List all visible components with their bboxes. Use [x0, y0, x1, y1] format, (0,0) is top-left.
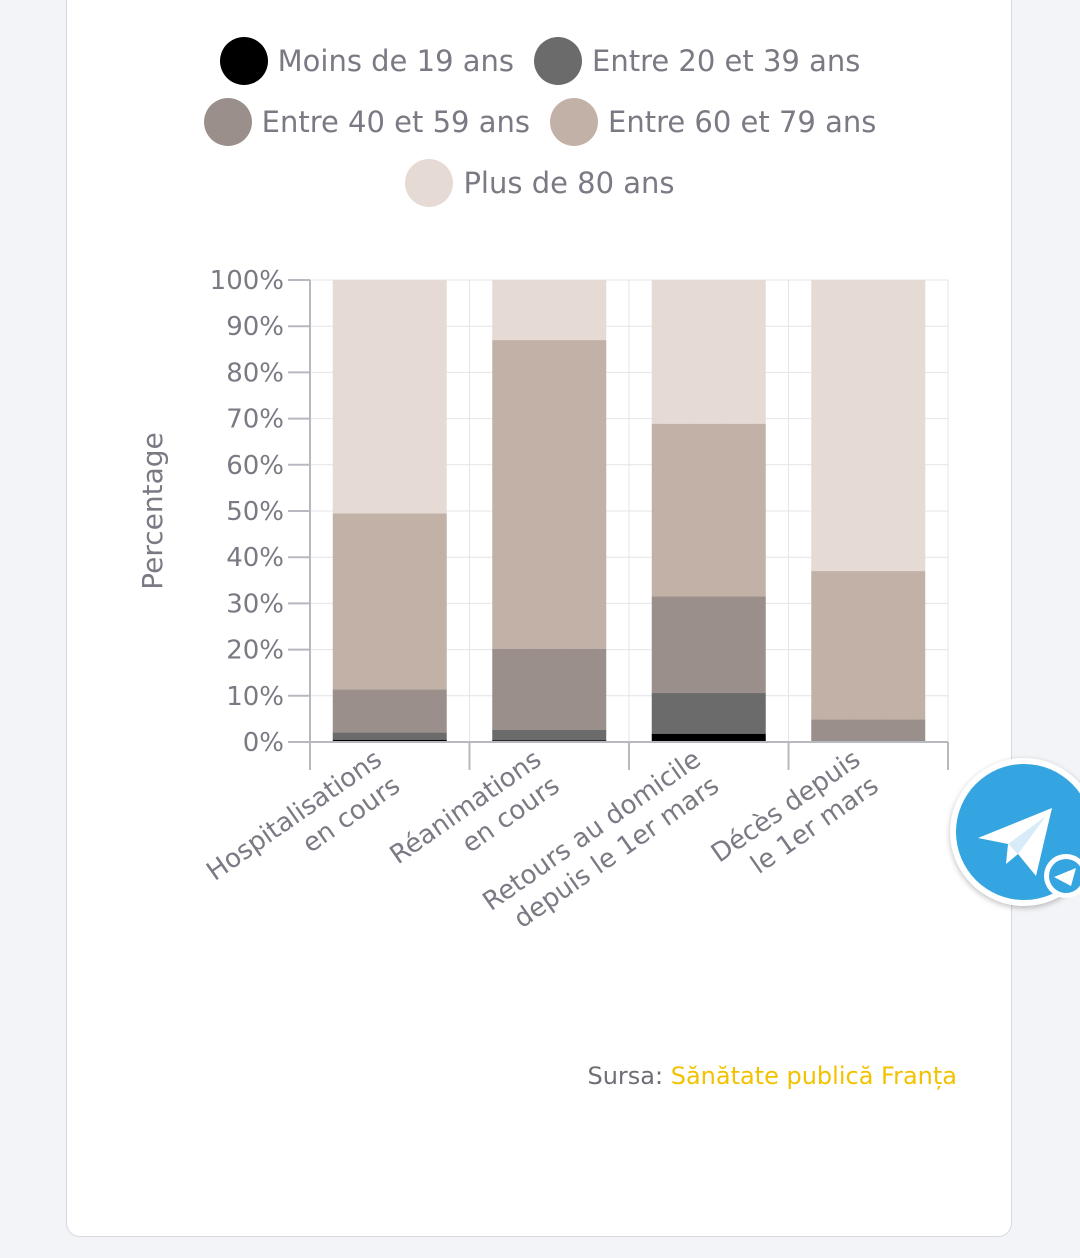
legend-item-4: Plus de 80 ans — [405, 158, 675, 207]
legend-swatch-4 — [405, 158, 454, 207]
share-button-face — [956, 764, 1080, 900]
bar-segment — [492, 280, 607, 341]
legend-swatch-2 — [203, 97, 252, 146]
chart-legend: Moins de 19 ans Entre 20 et 39 ans Entre… — [0, 30, 1080, 213]
bar-segment — [651, 280, 766, 424]
bar-segment — [811, 571, 926, 720]
y-tick-label: 50% — [226, 497, 284, 527]
bar-segment — [651, 423, 766, 597]
y-tick-label: 40% — [226, 543, 284, 573]
bar-segment — [332, 732, 447, 740]
bar-segment — [332, 513, 447, 690]
bar-segment — [492, 340, 607, 649]
legend-label-4: Plus de 80 ans — [463, 165, 675, 200]
bar-segment — [492, 648, 607, 730]
legend-label-1: Entre 20 et 39 ans — [592, 43, 861, 78]
bar-segment — [332, 689, 447, 733]
y-tick-label: 20% — [226, 636, 284, 666]
legend-row: Plus de 80 ans — [0, 152, 1080, 213]
y-tick-label: 30% — [226, 589, 284, 619]
y-tick-label: 10% — [226, 682, 284, 712]
source-link[interactable]: Sănătate publică Franța — [670, 1062, 957, 1090]
legend-item-1: Entre 20 et 39 ans — [534, 36, 861, 85]
legend-swatch-1 — [534, 36, 583, 85]
telegram-share-button[interactable] — [950, 758, 1080, 906]
legend-row: Entre 40 et 59 ans Entre 60 et 79 ans — [0, 91, 1080, 152]
legend-label-3: Entre 60 et 79 ans — [608, 104, 877, 139]
y-tick-label: 90% — [226, 312, 284, 342]
stacked-bar-chart: 0% 10% 20% 30% 40% 50% 60% 70% 80% 90% 100% Percent… — [136, 266, 949, 935]
y-tick-label: 100% — [210, 266, 284, 296]
bar-segment — [651, 693, 766, 734]
y-tick-label: 70% — [226, 405, 284, 435]
legend-row: Moins de 19 ans Entre 20 et 39 ans — [0, 30, 1080, 91]
bar-segment — [651, 733, 766, 742]
y-axis-title: Percentage — [136, 432, 169, 590]
telegram-icon — [978, 808, 1080, 898]
source-prefix: Sursa: — [587, 1062, 671, 1090]
bar-segment — [651, 596, 766, 694]
legend-label-0: Moins de 19 ans — [277, 43, 515, 78]
y-tick-label: 60% — [226, 451, 284, 481]
legend-label-2: Entre 40 et 59 ans — [261, 104, 530, 139]
legend-item-0: Moins de 19 ans — [219, 36, 515, 85]
bar-segment — [332, 280, 447, 514]
bar-segment — [811, 280, 926, 572]
bar-segment — [492, 729, 607, 741]
legend-swatch-3 — [550, 97, 598, 146]
bar-segment — [811, 719, 926, 741]
legend-item-2: Entre 40 et 59 ans — [203, 97, 530, 146]
legend-item-3: Entre 60 et 79 ans — [550, 97, 877, 146]
y-tick-label: 0% — [243, 728, 284, 758]
y-tick-label: 80% — [226, 358, 284, 388]
source-credit: Sursa: Sănătate publică Franța — [0, 1062, 957, 1090]
bar-segment — [332, 739, 447, 742]
legend-swatch-0 — [219, 36, 268, 85]
